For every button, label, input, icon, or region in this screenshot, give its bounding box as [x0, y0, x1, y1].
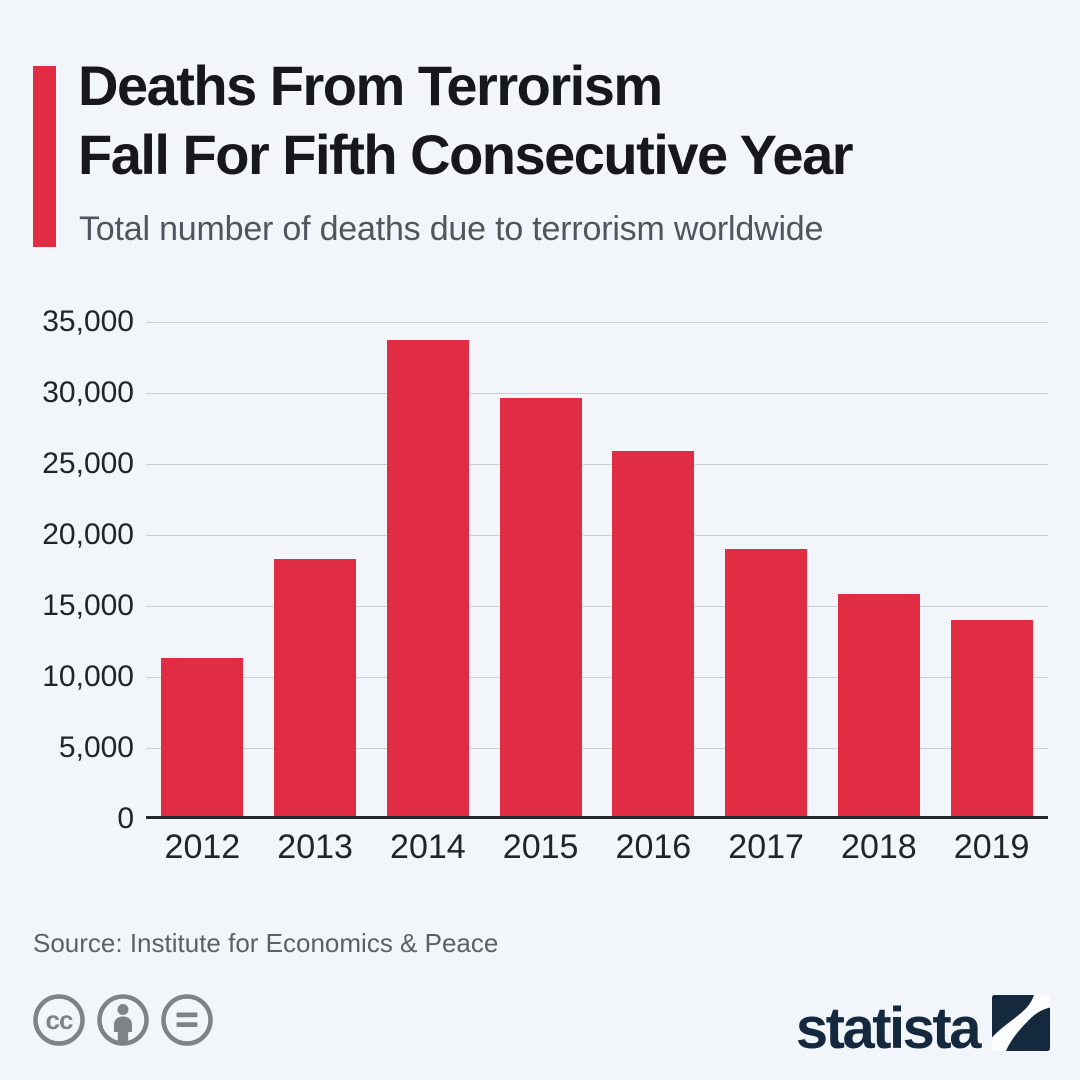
gridline: [146, 747, 1048, 749]
y-tick-label: 15,000: [42, 589, 134, 622]
y-tick-label: 0: [117, 802, 134, 835]
svg-text:cc: cc: [46, 1005, 73, 1035]
gridline: [146, 605, 1048, 607]
y-tick-label: 10,000: [42, 660, 134, 693]
y-tick-label: 35,000: [42, 305, 134, 338]
gridline: [146, 534, 1048, 536]
plot-area: [146, 321, 1048, 819]
attribution-icon: [97, 994, 149, 1046]
x-tick-label: 2012: [164, 828, 241, 866]
bar-2018: [837, 594, 920, 816]
x-tick-label: 2013: [277, 828, 353, 866]
chart-title: Deaths From Terrorism Fall For Fifth Cons…: [78, 51, 854, 189]
y-tick-label: 5,000: [58, 731, 134, 764]
gridline: [146, 392, 1048, 394]
x-tick-label: 2017: [728, 828, 804, 866]
cc-icon: cc: [33, 994, 85, 1046]
x-tick-label: 2016: [615, 828, 692, 866]
x-tick-label: 2015: [502, 828, 579, 866]
license-icons: cc: [33, 994, 213, 1046]
y-tick-label: 25,000: [42, 447, 134, 480]
y-axis-labels: 0 5,000 10,000 15,000 20,000 25,000 30,000 35,0…: [0, 305, 134, 835]
x-tick-label: 2014: [390, 828, 466, 866]
bar-2016: [612, 451, 695, 816]
gridline: [146, 676, 1048, 678]
statista-logo-mark: [992, 995, 1050, 1051]
gridline: [146, 321, 1048, 323]
chart-subtitle: Total number of deaths due to terrorism …: [79, 210, 824, 248]
bar-2012: [161, 658, 244, 816]
x-tick-label: 2018: [841, 828, 917, 866]
statista-wordmark: statista: [795, 996, 982, 1061]
bar-2015: [499, 398, 582, 816]
bar-2014: [386, 339, 469, 816]
gridline: [146, 463, 1048, 465]
y-tick-label: 20,000: [42, 518, 134, 551]
bar-2019: [950, 619, 1033, 816]
source-text: Source: Institute for Economics & Peace: [33, 928, 499, 958]
x-tick-label: 2019: [953, 828, 1030, 866]
title-accent-bar: [33, 66, 56, 247]
title-line-2: Fall For Fifth Consecutive Year: [78, 123, 854, 186]
x-axis-labels: 2012 2013 2014 2015 2016 2017 2018 2019: [146, 828, 1048, 870]
title-line-1: Deaths From Terrorism: [78, 54, 663, 117]
no-derivatives-icon: [161, 994, 213, 1046]
y-tick-label: 30,000: [42, 376, 134, 409]
bar-2013: [274, 558, 357, 816]
bar-2017: [725, 548, 808, 816]
statista-logo: statista: [795, 995, 1050, 1061]
